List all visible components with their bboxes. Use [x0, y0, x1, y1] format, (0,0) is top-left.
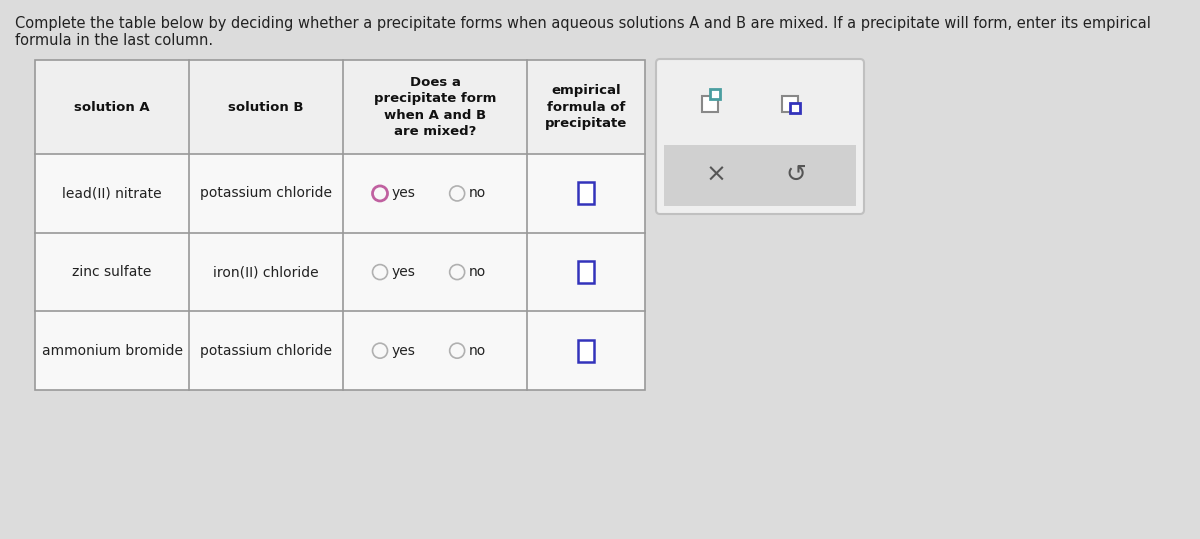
- Bar: [527, 312, 646, 390]
- Bar: [343, 154, 527, 233]
- Text: no: no: [469, 265, 486, 279]
- Bar: [578, 261, 594, 283]
- Text: no: no: [469, 186, 486, 201]
- Bar: [190, 233, 343, 312]
- Bar: [710, 89, 720, 99]
- Text: formula in the last column.: formula in the last column.: [14, 33, 214, 48]
- Bar: [782, 96, 798, 112]
- Text: yes: yes: [391, 344, 415, 358]
- Bar: [190, 60, 343, 154]
- Bar: [343, 233, 527, 312]
- Text: empirical
formula of
precipitate: empirical formula of precipitate: [545, 84, 628, 130]
- FancyBboxPatch shape: [656, 59, 864, 214]
- Bar: [527, 154, 646, 233]
- Text: potassium chloride: potassium chloride: [200, 344, 332, 358]
- Bar: [578, 340, 594, 362]
- Bar: [35, 233, 190, 312]
- Text: yes: yes: [391, 186, 415, 201]
- Bar: [527, 233, 646, 312]
- Text: iron(II) chloride: iron(II) chloride: [214, 265, 319, 279]
- Text: ×: ×: [706, 162, 726, 186]
- Bar: [578, 183, 594, 204]
- Bar: [527, 60, 646, 154]
- Text: solution A: solution A: [74, 101, 150, 114]
- Bar: [35, 60, 190, 154]
- Bar: [343, 312, 527, 390]
- Text: solution B: solution B: [228, 101, 304, 114]
- Bar: [702, 96, 718, 112]
- Text: yes: yes: [391, 265, 415, 279]
- Text: no: no: [469, 344, 486, 358]
- Text: ammonium bromide: ammonium bromide: [42, 344, 182, 358]
- Text: Does a
precipitate form
when A and B
are mixed?: Does a precipitate form when A and B are…: [374, 76, 497, 139]
- Bar: [35, 60, 646, 390]
- Text: zinc sulfate: zinc sulfate: [72, 265, 151, 279]
- Text: ↺: ↺: [786, 162, 806, 186]
- Bar: [35, 154, 190, 233]
- Bar: [664, 146, 856, 206]
- Text: potassium chloride: potassium chloride: [200, 186, 332, 201]
- Bar: [190, 154, 343, 233]
- Bar: [190, 312, 343, 390]
- Bar: [343, 60, 527, 154]
- Bar: [790, 102, 800, 113]
- Text: Complete the table below by deciding whether a precipitate forms when aqueous so: Complete the table below by deciding whe…: [14, 16, 1151, 31]
- Bar: [35, 312, 190, 390]
- Text: lead(II) nitrate: lead(II) nitrate: [62, 186, 162, 201]
